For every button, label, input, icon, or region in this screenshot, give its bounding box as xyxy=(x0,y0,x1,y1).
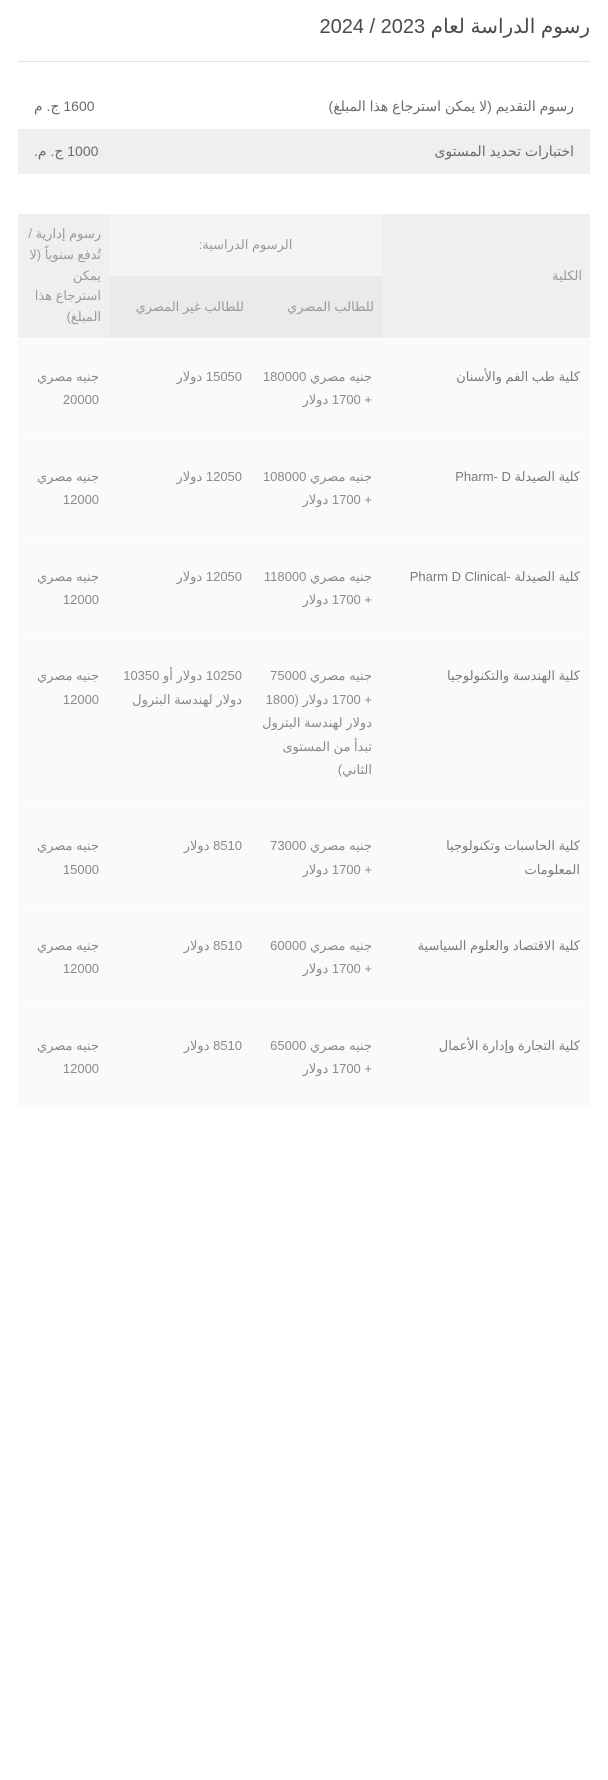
th-admin: رسوم إدارية / تُدفع سنوياً (لا يمكن استر… xyxy=(18,214,109,338)
fee-label: اختبارات تحديد المستوى xyxy=(190,129,590,174)
admin-fee: جنيه مصري 12000 xyxy=(18,1007,109,1106)
non-egyptian-fee: 12050 دولار xyxy=(109,538,252,638)
non-egyptian-fee: 15050 دولار xyxy=(109,338,252,438)
egyptian-fee: جنيه مصري 75000 + 1700 دولار (1800 دولار… xyxy=(252,638,382,808)
table-row: كلية الصيدلة -Pharm D Clinicalجنيه مصري … xyxy=(18,538,590,638)
admin-fee: جنيه مصري 15000 xyxy=(18,808,109,908)
egyptian-fee: جنيه مصري 108000 + 1700 دولار xyxy=(252,438,382,538)
table-row: رسوم التقديم (لا يمكن استرجاع هذا المبلغ… xyxy=(18,84,590,129)
faculty: كلية الاقتصاد والعلوم السياسية xyxy=(382,908,590,1008)
admin-fee: جنيه مصري 12000 xyxy=(18,908,109,1008)
fee-value: 1600 ج. م xyxy=(18,84,190,129)
non-egyptian-fee: 8510 دولار xyxy=(109,808,252,908)
fee-label: رسوم التقديم (لا يمكن استرجاع هذا المبلغ… xyxy=(190,84,590,129)
admin-fee: جنيه مصري 12000 xyxy=(18,438,109,538)
fee-value: 1000 ج. م. xyxy=(18,129,190,174)
admin-fee: جنيه مصري 12000 xyxy=(18,538,109,638)
egyptian-fee: جنيه مصري 65000 + 1700 دولار xyxy=(252,1007,382,1106)
th-tuition-merged: الرسوم الدراسية: xyxy=(109,214,382,276)
table-row: كلية الاقتصاد والعلوم السياسيةجنيه مصري … xyxy=(18,908,590,1008)
table-row: كلية الهندسة والتكنولوجياجنيه مصري 75000… xyxy=(18,638,590,808)
faculty: كلية الصيدلة -Pharm D Clinical xyxy=(382,538,590,638)
egyptian-fee: جنيه مصري 60000 + 1700 دولار xyxy=(252,908,382,1008)
non-egyptian-fee: 8510 دولار xyxy=(109,1007,252,1106)
tuition-table: الكلية الرسوم الدراسية: رسوم إدارية / تُ… xyxy=(18,214,590,1107)
admin-fee: جنيه مصري 20000 xyxy=(18,338,109,438)
faculty: كلية الصيدلة Pharm- D xyxy=(382,438,590,538)
page-title: رسوم الدراسة لعام 2023 / 2024 xyxy=(18,14,590,62)
egyptian-fee: جنيه مصري 118000 + 1700 دولار xyxy=(252,538,382,638)
faculty: كلية طب الفم والأسنان xyxy=(382,338,590,438)
table-row: كلية طب الفم والأسنانجنيه مصري 180000 + … xyxy=(18,338,590,438)
table-row: كلية الحاسبات وتكنولوجيا المعلوماتجنيه م… xyxy=(18,808,590,908)
egyptian-fee: جنيه مصري 73000 + 1700 دولار xyxy=(252,808,382,908)
th-egyptian: للطالب المصري xyxy=(252,276,382,339)
faculty: كلية التجارة وإدارة الأعمال xyxy=(382,1007,590,1106)
simple-fees-table: رسوم التقديم (لا يمكن استرجاع هذا المبلغ… xyxy=(18,84,590,174)
egyptian-fee: جنيه مصري 180000 + 1700 دولار xyxy=(252,338,382,438)
non-egyptian-fee: 8510 دولار xyxy=(109,908,252,1008)
non-egyptian-fee: 10250 دولار أو 10350 دولار لهندسة البترو… xyxy=(109,638,252,808)
th-non-egyptian: للطالب غير المصري xyxy=(109,276,252,339)
th-faculty: الكلية xyxy=(382,214,590,338)
faculty: كلية الحاسبات وتكنولوجيا المعلومات xyxy=(382,808,590,908)
table-row: كلية التجارة وإدارة الأعمالجنيه مصري 650… xyxy=(18,1007,590,1106)
table-row: اختبارات تحديد المستوى1000 ج. م. xyxy=(18,129,590,174)
table-row: كلية الصيدلة Pharm- Dجنيه مصري 108000 + … xyxy=(18,438,590,538)
non-egyptian-fee: 12050 دولار xyxy=(109,438,252,538)
faculty: كلية الهندسة والتكنولوجيا xyxy=(382,638,590,808)
admin-fee: جنيه مصري 12000 xyxy=(18,638,109,808)
